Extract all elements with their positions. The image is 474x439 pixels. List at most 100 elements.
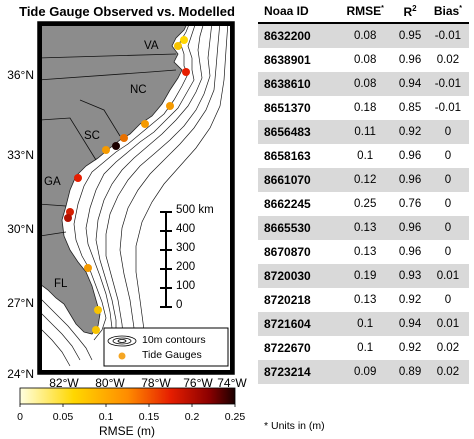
colorbar-tick-label: 0.2	[184, 411, 200, 423]
state-label: GA	[44, 176, 61, 188]
cell-rmse: 0.1	[357, 150, 374, 162]
table-row: 8722670 0.1 0.92 0.02	[258, 336, 469, 360]
stats-table: Noaa ID RMSE* R2 Bias* 8632200 0.08 0.95 -0…	[258, 0, 469, 384]
map-frame-ticks	[38, 22, 234, 374]
cell-bias: -0.01	[426, 23, 469, 48]
table-row: 8656483 0.11 0.92 0	[258, 120, 469, 144]
cell-bias: 0	[426, 120, 469, 144]
gauge-marker	[102, 146, 110, 154]
land-area	[38, 22, 189, 335]
header-rmse-text: RMSE	[346, 4, 382, 18]
table-row: 8661070 0.12 0.96 0	[258, 168, 469, 192]
cell-noaa-id: 8723214	[258, 360, 338, 384]
lat-label: 24°N	[7, 367, 34, 381]
table-row: 8651370 0.18 0.85 -0.01	[258, 96, 469, 120]
cell-bias: 0.02	[426, 360, 469, 384]
table-row: 8670870 0.13 0.96 0	[258, 240, 469, 264]
cell-r2: 0.92	[398, 342, 422, 354]
scale-bar-tick: 200	[176, 261, 196, 273]
table-row: 8658163 0.1 0.96 0	[258, 144, 469, 168]
header-rmse: RMSE*	[337, 0, 394, 24]
cell-r2: 0.96	[398, 246, 422, 258]
cell-rmse: 0.13	[337, 216, 394, 240]
contours-legend-label: 10m contours	[142, 334, 206, 346]
cell-noaa-id: 8662245	[264, 197, 311, 211]
gauges-legend-label: Tide Gauges	[142, 349, 202, 361]
lon-label: 80°W	[95, 376, 125, 390]
header-bias: Bias*	[426, 0, 469, 24]
cell-rmse: 0.25	[353, 198, 377, 210]
colorbar-label: RMSE (m)	[99, 424, 155, 438]
cell-noaa-id: 8721604	[258, 312, 338, 336]
map-panel: Tide Gauge Observed vs. Modelled	[7, 4, 247, 438]
cell-rmse: 0.08	[337, 72, 394, 96]
table-row: 8665530 0.13 0.96 0	[258, 216, 469, 240]
lat-label: 36°N	[7, 68, 34, 82]
cell-bias: 0	[444, 150, 452, 162]
table-row: 8632200 0.08 0.95 -0.01	[258, 23, 469, 48]
gauge-marker	[74, 174, 82, 182]
map-figure	[19, 21, 236, 407]
gauge-marker	[166, 102, 174, 110]
colorbar-tick-label: 0.15	[138, 411, 160, 423]
lon-label: 76°W	[183, 376, 213, 390]
table-footnote: * Units in (m)	[264, 420, 325, 432]
gauge-marker	[180, 36, 188, 44]
gauge-marker	[84, 264, 92, 272]
table-row: 8720218 0.13 0.92 0	[258, 288, 469, 312]
colorbar-tick-label: 0.25	[224, 411, 246, 423]
cell-r2: 0.93	[393, 264, 427, 288]
cell-bias: 0.01	[426, 264, 469, 288]
scale-bar-tick: 0	[176, 299, 183, 311]
table-row: 8720030 0.19 0.93 0.01	[258, 264, 469, 288]
cell-bias: -0.01	[426, 72, 469, 96]
state-label: SC	[84, 130, 100, 142]
scale-bar-tick: 300	[176, 242, 196, 254]
cell-noaa-id: 8665530	[258, 216, 338, 240]
cell-bias: 0	[444, 246, 452, 258]
cell-bias: 0	[444, 294, 452, 306]
scale-bar-tick: 400	[176, 223, 196, 235]
cell-r2: 0.96	[398, 54, 422, 66]
header-r2: R2	[393, 0, 427, 24]
state-label: VA	[144, 40, 159, 52]
stats-table-body: 8632200 0.08 0.95 -0.01 8638901 0.08 0.96 0.02 8…	[258, 23, 469, 384]
colorbar-tick-label: 0	[17, 411, 23, 423]
cell-noaa-id: 8656483	[258, 120, 338, 144]
header-r2-sup: 2	[412, 3, 417, 13]
cell-r2: 0.94	[393, 312, 427, 336]
colorbar	[19, 387, 236, 405]
header-bias-text: Bias	[433, 4, 460, 18]
map-title: Tide Gauge Observed vs. Modelled	[19, 4, 235, 19]
table-row: 8721604 0.1 0.94 0.01	[258, 312, 469, 336]
cell-rmse: 0.13	[353, 246, 377, 258]
cell-noaa-id: 8658163	[264, 149, 311, 163]
lat-label: 33°N	[7, 148, 34, 162]
cell-rmse: 0.18	[353, 102, 377, 114]
lon-label: 82°W	[49, 376, 79, 390]
cell-noaa-id: 8638610	[258, 72, 338, 96]
cell-r2: 0.96	[398, 150, 422, 162]
cell-bias: 0.02	[436, 54, 460, 66]
cell-noaa-id: 8670870	[264, 245, 311, 259]
cell-noaa-id: 8720218	[264, 293, 311, 307]
lon-label: 74°W	[217, 376, 247, 390]
contours-legend-icon	[107, 335, 137, 347]
cell-bias: 0.01	[426, 312, 469, 336]
cell-noaa-id: 8720030	[258, 264, 338, 288]
lat-label: 30°N	[7, 222, 34, 236]
cell-r2: 0.96	[393, 168, 427, 192]
scale-bar-label: 500 km	[176, 204, 214, 216]
cell-noaa-id: 8638901	[264, 53, 311, 67]
scale-bar	[160, 211, 172, 308]
cell-rmse: 0.08	[353, 54, 377, 66]
colorbar-tick-label: 0.1	[98, 411, 114, 423]
stats-panel: Noaa ID RMSE* R2 Bias* 8632200 0.08 0.95 -0…	[258, 0, 470, 439]
cell-r2: 0.95	[393, 23, 427, 48]
cell-bias: 0.02	[436, 342, 460, 354]
cell-r2: 0.96	[393, 216, 427, 240]
header-noaa-id: Noaa ID	[258, 0, 338, 24]
state-label: FL	[54, 278, 68, 290]
cell-noaa-id: 8722670	[264, 341, 311, 355]
cell-rmse: 0.12	[337, 168, 394, 192]
